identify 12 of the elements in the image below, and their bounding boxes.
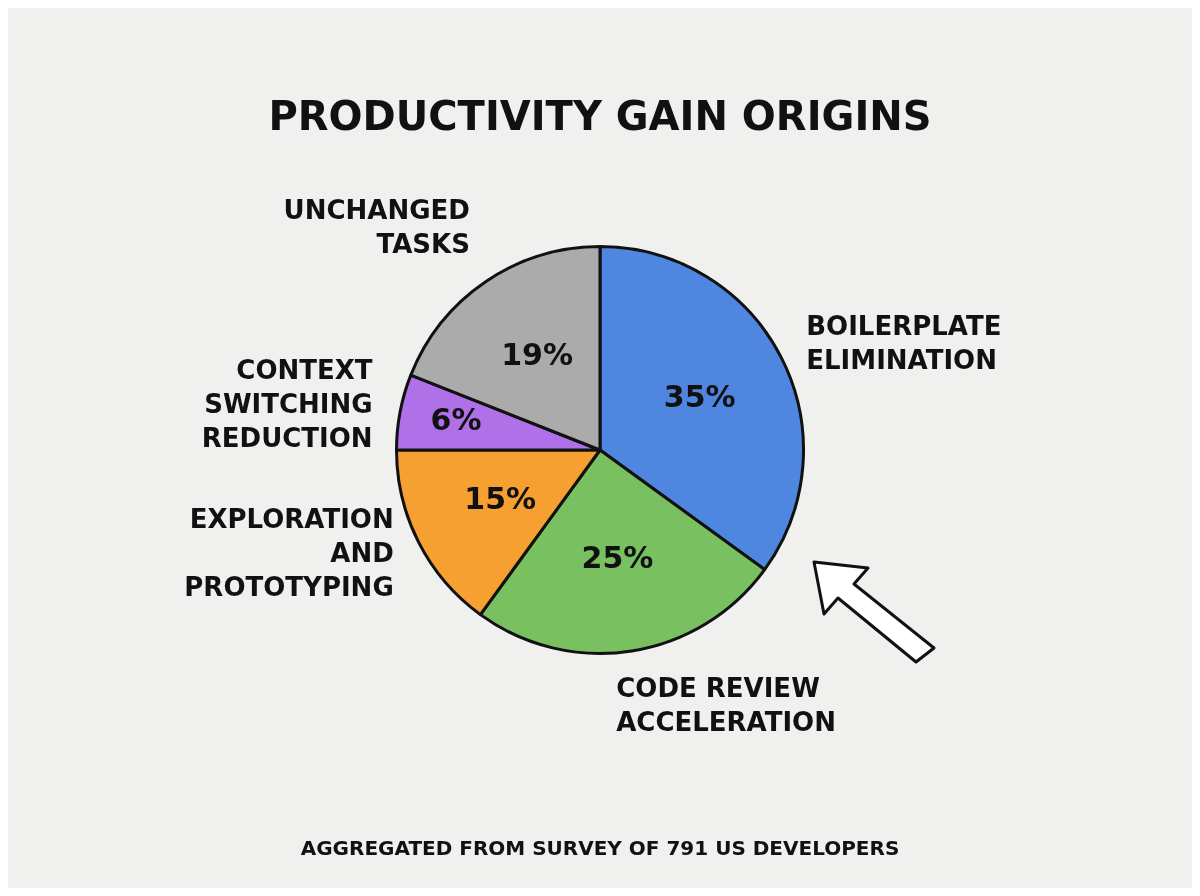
slice-label: BOILERPLATE ELIMINATION (806, 310, 1002, 375)
slice-label: CODE REVIEW ACCELERATION (616, 673, 836, 738)
data-label: 15% (464, 480, 537, 516)
data-label: 6% (430, 402, 482, 438)
slice-label: CONTEXT SWITCHING REDUCTION (201, 355, 373, 454)
data-label: 35% (663, 378, 736, 414)
slice-label: UNCHANGED TASKS (283, 195, 470, 260)
chart-title: PRODUCTIVITY GAIN ORIGINS (267, 93, 933, 139)
data-label: 25% (581, 540, 654, 576)
slice-label: EXPLORATION AND PROTOTYPING (184, 503, 394, 602)
data-label: 19% (501, 337, 573, 373)
text: AGGREGATED FROM SURVEY OF 791 US DEVELOPERS (299, 836, 901, 860)
